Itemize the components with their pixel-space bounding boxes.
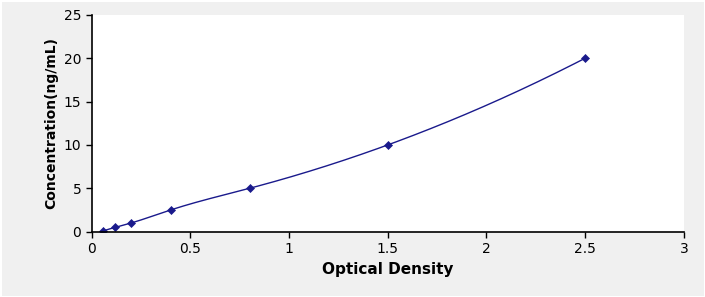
Y-axis label: Concentration(ng/mL): Concentration(ng/mL): [44, 37, 58, 209]
X-axis label: Optical Density: Optical Density: [322, 262, 453, 277]
